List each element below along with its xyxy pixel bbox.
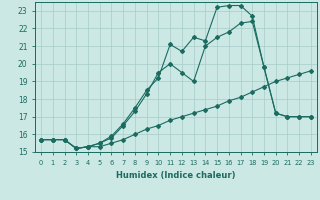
X-axis label: Humidex (Indice chaleur): Humidex (Indice chaleur) — [116, 171, 236, 180]
